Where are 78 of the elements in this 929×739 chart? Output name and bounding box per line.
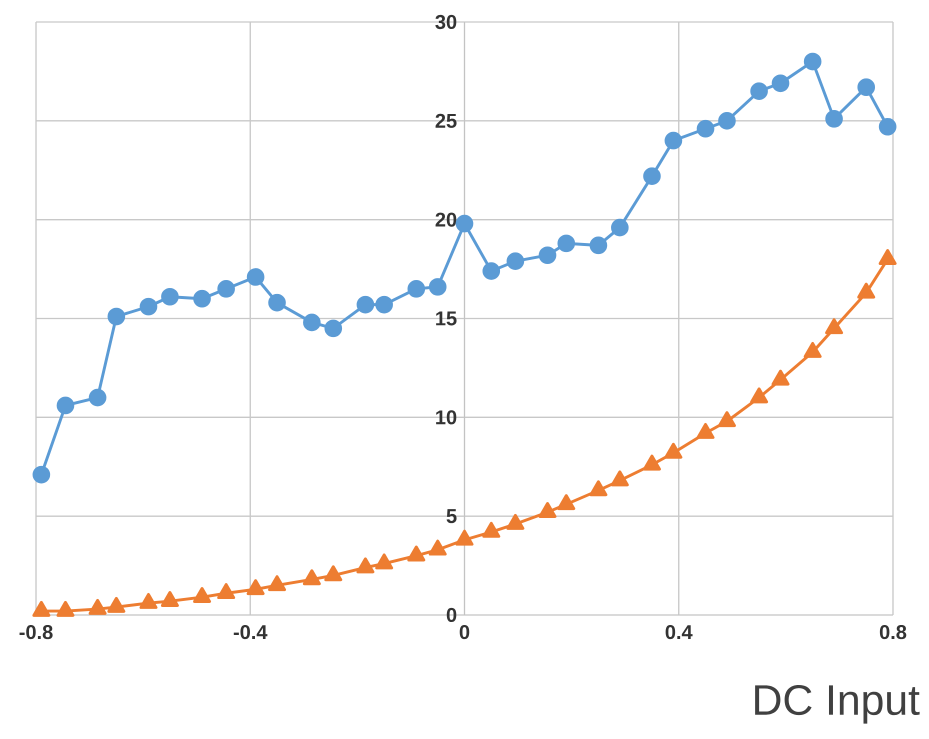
point bbox=[750, 387, 768, 404]
point bbox=[88, 388, 106, 406]
point bbox=[32, 600, 50, 617]
point bbox=[857, 78, 876, 96]
point bbox=[857, 282, 876, 299]
point bbox=[482, 262, 500, 280]
point bbox=[217, 280, 235, 298]
point bbox=[428, 278, 447, 296]
point bbox=[246, 268, 264, 286]
point bbox=[428, 540, 447, 556]
point bbox=[696, 423, 715, 439]
point bbox=[772, 370, 790, 386]
y-tick-label: 15 bbox=[436, 312, 457, 326]
point bbox=[56, 600, 74, 617]
point bbox=[878, 118, 896, 136]
y-tick-label: 5 bbox=[446, 509, 457, 524]
point bbox=[193, 290, 211, 308]
point bbox=[506, 252, 524, 270]
x-tick-label: 0.8 bbox=[880, 625, 906, 640]
point bbox=[642, 454, 661, 471]
point bbox=[589, 480, 608, 496]
x-axis-title: DC Input bbox=[755, 684, 920, 724]
y-tick-label: 10 bbox=[436, 410, 456, 424]
point bbox=[375, 553, 394, 570]
point bbox=[356, 296, 374, 314]
x-tick-label: 0 bbox=[460, 625, 470, 640]
point bbox=[825, 110, 843, 128]
point bbox=[324, 565, 342, 582]
point bbox=[456, 530, 474, 546]
point bbox=[140, 592, 158, 609]
point bbox=[506, 514, 524, 530]
point bbox=[750, 82, 768, 100]
point bbox=[696, 120, 714, 138]
point bbox=[217, 583, 236, 600]
point bbox=[482, 522, 500, 538]
point bbox=[268, 294, 286, 312]
point bbox=[56, 396, 74, 414]
point bbox=[193, 587, 212, 603]
point bbox=[718, 411, 736, 428]
point bbox=[268, 575, 286, 592]
x-tick-label: -0.8 bbox=[20, 625, 53, 640]
point bbox=[643, 167, 661, 185]
point bbox=[246, 579, 265, 596]
point bbox=[108, 308, 126, 326]
point bbox=[804, 342, 822, 358]
point bbox=[302, 569, 321, 586]
point bbox=[804, 52, 822, 70]
point bbox=[356, 557, 374, 574]
point bbox=[664, 132, 682, 150]
point bbox=[407, 546, 426, 562]
point bbox=[107, 596, 126, 613]
point bbox=[324, 320, 342, 338]
y-tick-label: 25 bbox=[436, 114, 457, 128]
point bbox=[772, 74, 790, 92]
point bbox=[140, 298, 158, 316]
point bbox=[590, 236, 608, 254]
point bbox=[160, 591, 179, 607]
x-tick-label: 0.4 bbox=[666, 625, 693, 640]
point bbox=[718, 112, 736, 130]
y-tick-label: 20 bbox=[436, 212, 456, 227]
point bbox=[557, 234, 576, 252]
y-tick-label: 0 bbox=[446, 608, 456, 622]
point bbox=[664, 442, 682, 459]
point bbox=[557, 494, 576, 510]
point bbox=[88, 598, 107, 615]
point bbox=[456, 214, 474, 232]
point bbox=[375, 296, 393, 314]
point bbox=[303, 314, 321, 332]
point bbox=[161, 288, 179, 306]
point bbox=[610, 470, 629, 486]
point bbox=[538, 502, 556, 518]
point bbox=[538, 246, 556, 264]
point bbox=[825, 318, 844, 334]
x-tick-label: -0.4 bbox=[234, 625, 268, 640]
point bbox=[407, 280, 426, 298]
y-tick-label: 30 bbox=[435, 14, 456, 30]
point bbox=[32, 466, 50, 484]
point bbox=[611, 218, 629, 236]
